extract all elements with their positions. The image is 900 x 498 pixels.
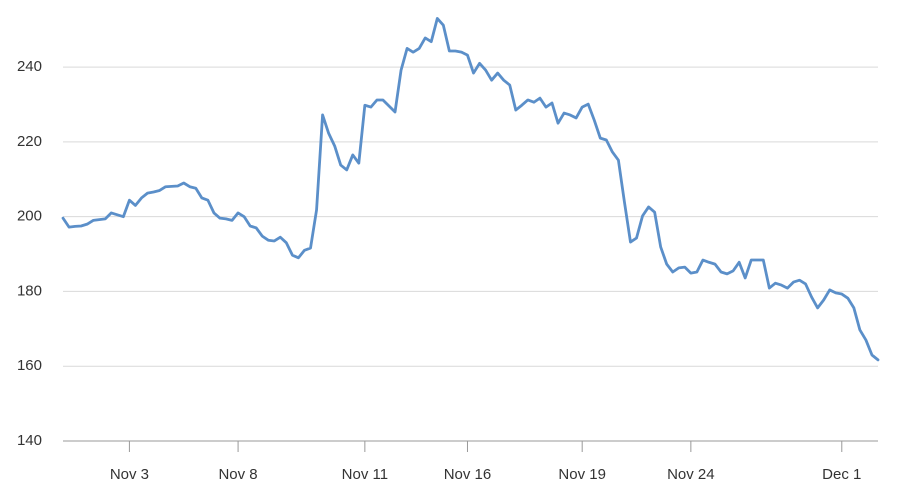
x-tick-label: Nov 8 (218, 466, 257, 483)
x-tick-label: Nov 11 (342, 466, 388, 483)
y-tick-label: 140 (17, 432, 42, 449)
x-tick-label: Nov 3 (110, 466, 149, 483)
y-tick-label: 180 (17, 282, 42, 299)
line-series (61, 17, 880, 362)
y-tick-label: 220 (17, 133, 42, 150)
x-tick-label: Dec 1 (822, 466, 861, 483)
x-tick-label: Nov 19 (558, 466, 606, 483)
y-tick-label: 240 (17, 58, 42, 75)
x-tick-label: Nov 16 (444, 466, 492, 483)
y-tick-label: 160 (17, 357, 42, 374)
y-tick-label: 200 (17, 208, 42, 225)
x-tick-label: Nov 24 (667, 466, 715, 483)
